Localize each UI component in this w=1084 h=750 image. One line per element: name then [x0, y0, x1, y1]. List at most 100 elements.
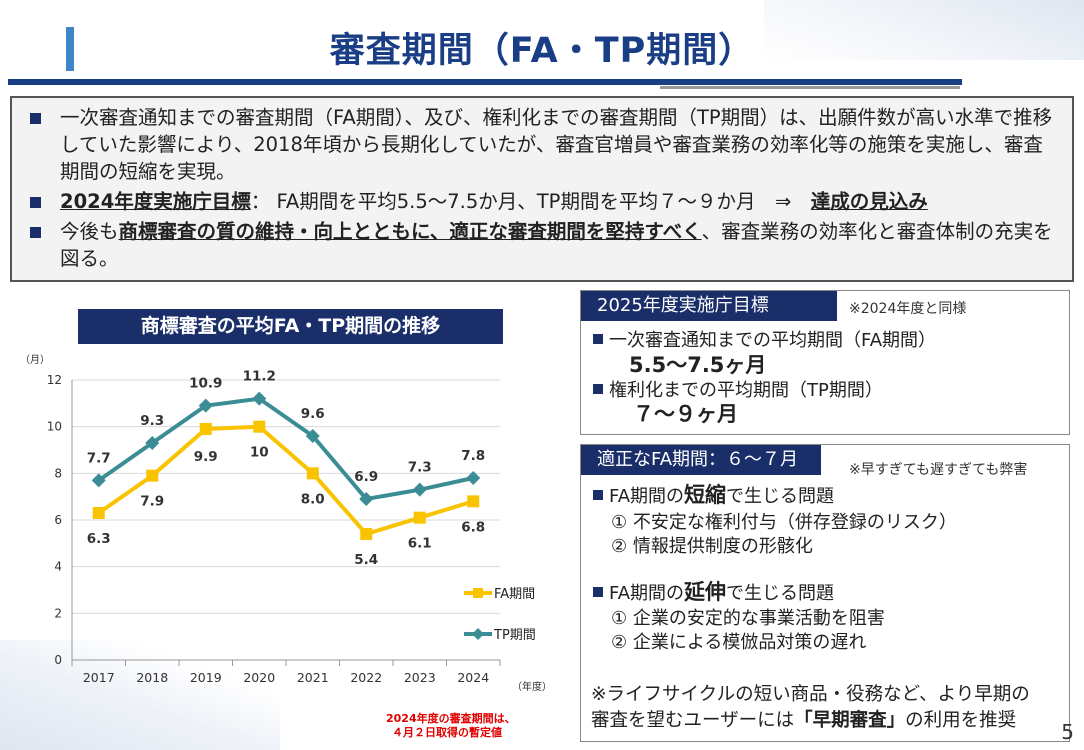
fa-data-label: 5.4 [354, 552, 378, 568]
target-fa-value: 5.5～7.5ヶ月 [629, 353, 767, 377]
target-tp-label: 権利化までの平均期間（TP期間） [609, 380, 883, 401]
target-tp-line: 権利化までの平均期間（TP期間） [593, 379, 883, 403]
chart-title: 商標審査の平均FA・TP期間の推移 [78, 309, 503, 344]
fa-data-label: 7.9 [140, 494, 164, 510]
early-exam-post: の利用を推奨 [905, 710, 1017, 731]
tp-data-point [91, 473, 106, 488]
tp-series-line [97, 396, 474, 502]
long-heading-post: で生じる問題 [726, 583, 835, 604]
target-result: 達成の見込み [810, 190, 928, 213]
short-problem-heading: FA期間の短縮で生じる問題 [593, 483, 834, 509]
tp-data-point [359, 492, 374, 506]
y-tick-label: 10 [47, 420, 62, 434]
y-tick-label: 6 [54, 513, 62, 527]
chart-note-line-2: ４月２日取得の暫定値 [392, 726, 502, 739]
fa-data-point [199, 423, 212, 435]
summary-text-1: 一次審査通知までの審査期間（FA期間）、及び、権利化までの審査期間（TP期間）は… [60, 106, 1053, 183]
target-tp-value: ７～９ヶ月 [633, 402, 738, 426]
target-2025-tag: 2025年度実施庁目標 [581, 291, 837, 321]
long-problem-heading: FA期間の延伸で生じる問題 [593, 580, 834, 606]
title-accent-bar [66, 27, 74, 71]
long-heading-pre: FA期間の [609, 583, 685, 604]
bullet-square-icon [593, 334, 603, 344]
bullet-square-icon [30, 197, 41, 208]
fa-data-label: 6.1 [408, 536, 432, 552]
bullet-square-icon [593, 490, 603, 500]
tp-data-label: 7.8 [461, 448, 485, 464]
early-exam-note-line-1: ※ライフサイクルの短い商品・役務など、より早期の [591, 684, 1030, 705]
early-exam-pre: 審査を望むユーザーには [591, 710, 795, 731]
page-title: 審査期間（FA・TP期間） [329, 31, 755, 71]
fa-data-label: 10 [250, 445, 269, 461]
y-tick-label: 12 [47, 373, 62, 387]
fa-series-line [97, 424, 474, 537]
summary-item-3: 今後も商標審査の質の維持・向上とともに、適正な審査期間を堅持すべく、審査業務の効… [30, 218, 1058, 272]
x-tick-label: 2022 [350, 670, 382, 685]
tp-data-label: 10.9 [189, 376, 222, 392]
tp-data-point [198, 398, 213, 413]
early-exam-note-line-2: 審査を望むユーザーには「早期審査」の利用を推奨 [591, 709, 1016, 733]
appropriate-fa-box: 適正なFA期間：６～７月 ※早すぎても遅すぎても弊害 FA期間の短縮で生じる問題… [580, 444, 1070, 742]
decor-top-gradient [764, 0, 1084, 60]
long-heading-emphasis: 延伸 [684, 580, 727, 604]
x-tick-label: 2019 [190, 670, 222, 685]
tp-data-label: 9.3 [140, 413, 164, 429]
short-problem-item-1: ① 不安定な権利付与（併存登録のリスク） [611, 512, 957, 533]
x-tick-label: 2024 [457, 670, 489, 685]
target-fa-label: 一次審査通知までの平均期間（FA期間） [609, 330, 937, 351]
legend-tp-label: TP期間 [493, 628, 536, 643]
bullet-square-icon [593, 384, 603, 394]
appropriate-fa-tag: 適正なFA期間：６～７月 [581, 445, 821, 475]
summary-text-3-emphasis: 商標審査の質の維持・向上とともに、適正な審査期間を堅持すべく [118, 220, 702, 243]
short-heading-post: で生じる問題 [726, 486, 835, 507]
tp-data-label: 9.6 [301, 406, 325, 422]
page-number: 5 [1061, 720, 1074, 744]
x-tick-label: 2023 [404, 670, 436, 685]
fa-data-point [146, 469, 159, 482]
legend-fa-label: FA期間 [494, 587, 535, 602]
y-tick-label: 2 [54, 606, 62, 620]
x-tick-label: 2021 [297, 670, 329, 685]
fa-data-label: 6.3 [87, 531, 111, 547]
y-axis-unit: （月） [20, 354, 50, 366]
bullet-square-icon [593, 587, 603, 597]
tp-data-point [305, 429, 320, 443]
tp-data-label: 6.9 [354, 469, 378, 485]
fa-data-point [306, 467, 319, 480]
short-heading-pre: FA期間の [609, 486, 685, 507]
summary-item-2: 2024年度実施庁目標： FA期間を平均5.5～7.5か月、TP期間を平均７～９… [30, 188, 1058, 215]
target-2025-note: ※2024年度と同様 [849, 301, 967, 317]
summary-text-3b: 、審査業務の効率化と審査体制の充実を図る。 [60, 220, 1053, 270]
fa-data-point [253, 420, 266, 433]
tp-data-label: 7.3 [408, 460, 432, 476]
x-tick-label: 2020 [243, 670, 275, 685]
short-problem-item-2: ② 情報提供制度の形骸化 [611, 536, 813, 557]
chart-note-line-1: 2024年度の審査期間は、 [386, 712, 516, 725]
fa-data-point [360, 528, 373, 540]
summary-item-1: 一次審査通知までの審査期間（FA期間）、及び、権利化までの審査期間（TP期間）は… [30, 104, 1058, 185]
tp-data-point [466, 471, 481, 485]
fa-data-point [467, 495, 480, 508]
appropriate-fa-note: ※早すぎても遅すぎても弊害 [849, 462, 1028, 478]
x-tick-label: 2017 [83, 670, 115, 685]
x-axis-unit: （年度） [512, 680, 552, 693]
tp-data-point [252, 391, 267, 406]
fa-tp-line-chart: 0 2 4 6 8 10 12 2017 2018 2019 2020 2021 2022 2023 202… [20, 354, 552, 693]
target-2025-box: 2025年度実施庁目標 ※2024年度と同様 一次審査通知までの平均期間（FA期… [580, 290, 1070, 435]
chart-provisional-note: 2024年度の審査期間は、 ４月２日取得の暫定値 [386, 712, 516, 740]
decor-bottom-gradient [0, 640, 280, 750]
short-heading-emphasis: 短縮 [684, 483, 727, 507]
y-tick-label: 4 [54, 560, 62, 574]
early-exam-emphasis: 「早期審査」 [794, 710, 906, 731]
tp-data-point [145, 436, 160, 450]
y-tick-label: 8 [54, 466, 62, 480]
tp-data-label: 7.7 [87, 450, 111, 466]
tp-data-point [412, 482, 427, 497]
tp-data-label: 11.2 [243, 369, 276, 385]
bullet-square-icon [30, 227, 41, 238]
fa-data-label: 9.9 [194, 449, 218, 465]
y-tick-label: 0 [54, 653, 62, 667]
bullet-square-icon [30, 113, 41, 124]
target-fa-line: 一次審査通知までの平均期間（FA期間） [593, 329, 936, 353]
fa-data-label: 8.0 [301, 491, 325, 507]
